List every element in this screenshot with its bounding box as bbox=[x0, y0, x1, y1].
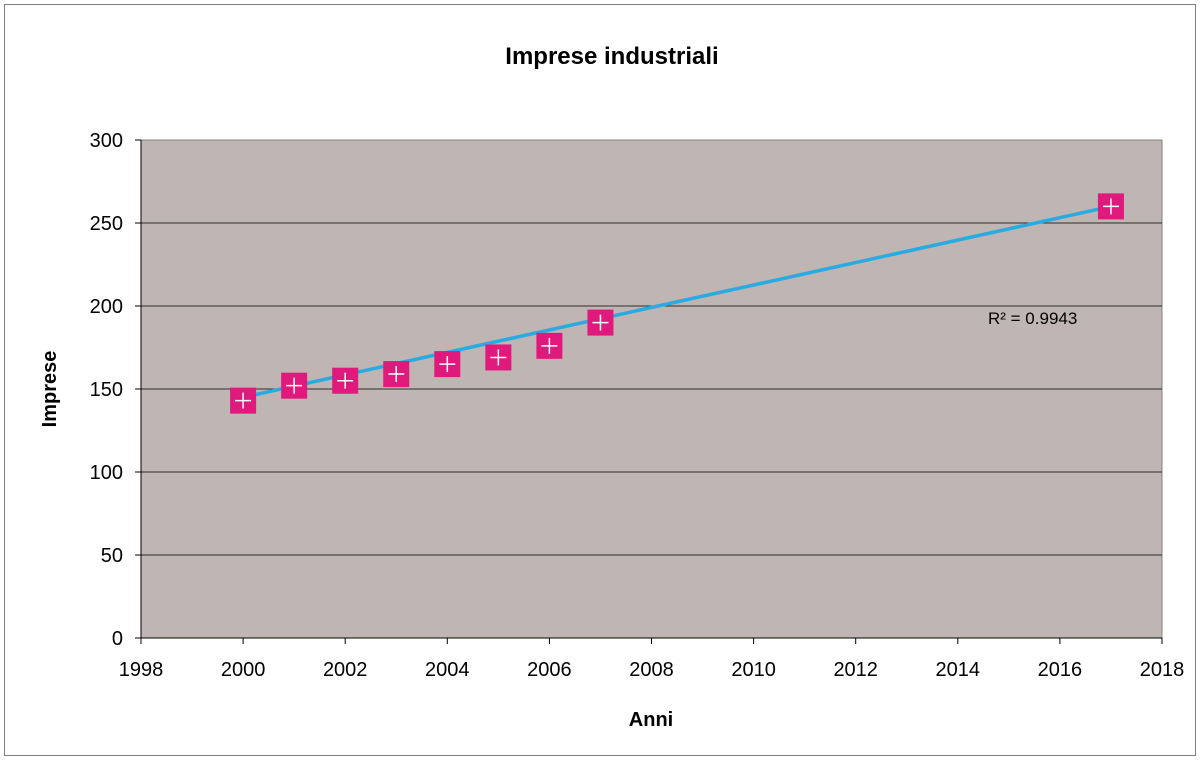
x-tick-label: 1998 bbox=[119, 659, 164, 681]
r-squared-annotation: R² = 0.9943 bbox=[988, 309, 1077, 328]
x-tick-label: 2008 bbox=[629, 659, 674, 681]
x-tick-label: 2018 bbox=[1140, 659, 1185, 681]
x-tick-label: 2006 bbox=[527, 659, 572, 681]
plot-area: 0 50 100 150 200 250 300 1998 2000 2002 2004 2006 20… bbox=[90, 130, 1185, 681]
x-tick-label: 2004 bbox=[425, 659, 470, 681]
x-tick-label: 2014 bbox=[936, 659, 981, 681]
x-tick-label: 2012 bbox=[833, 659, 878, 681]
y-tick-label: 250 bbox=[90, 213, 123, 235]
x-tick-label: 2000 bbox=[221, 659, 266, 681]
x-tick-label: 2002 bbox=[323, 659, 368, 681]
y-tick-label: 300 bbox=[90, 130, 123, 152]
x-axis-label: Anni bbox=[629, 709, 673, 731]
y-tick-label: 100 bbox=[90, 462, 123, 484]
y-tick-label: 0 bbox=[112, 628, 123, 650]
y-tick-label: 50 bbox=[101, 545, 123, 567]
y-axis-label: Imprese bbox=[39, 351, 61, 428]
chart-title: Imprese industriali bbox=[505, 43, 718, 70]
x-tick-label: 2010 bbox=[731, 659, 776, 681]
y-tick-label: 150 bbox=[90, 379, 123, 401]
y-tick-label: 200 bbox=[90, 296, 123, 318]
x-tick-label: 2016 bbox=[1038, 659, 1083, 681]
